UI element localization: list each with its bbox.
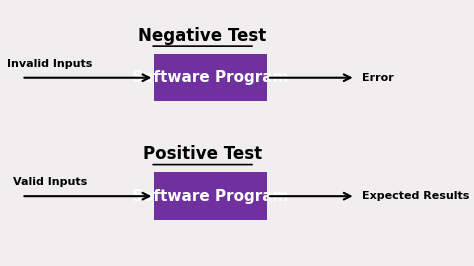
Text: Positive Test: Positive Test	[143, 145, 262, 163]
Text: Error: Error	[362, 73, 393, 83]
FancyBboxPatch shape	[155, 172, 267, 220]
Text: Valid Inputs: Valid Inputs	[12, 177, 87, 187]
Text: Software Program: Software Program	[132, 70, 289, 85]
Text: Negative Test: Negative Test	[138, 27, 267, 45]
Text: Invalid Inputs: Invalid Inputs	[7, 59, 92, 69]
Text: Software Program: Software Program	[132, 189, 289, 204]
FancyBboxPatch shape	[155, 54, 267, 101]
Text: Expected Results: Expected Results	[362, 191, 469, 201]
